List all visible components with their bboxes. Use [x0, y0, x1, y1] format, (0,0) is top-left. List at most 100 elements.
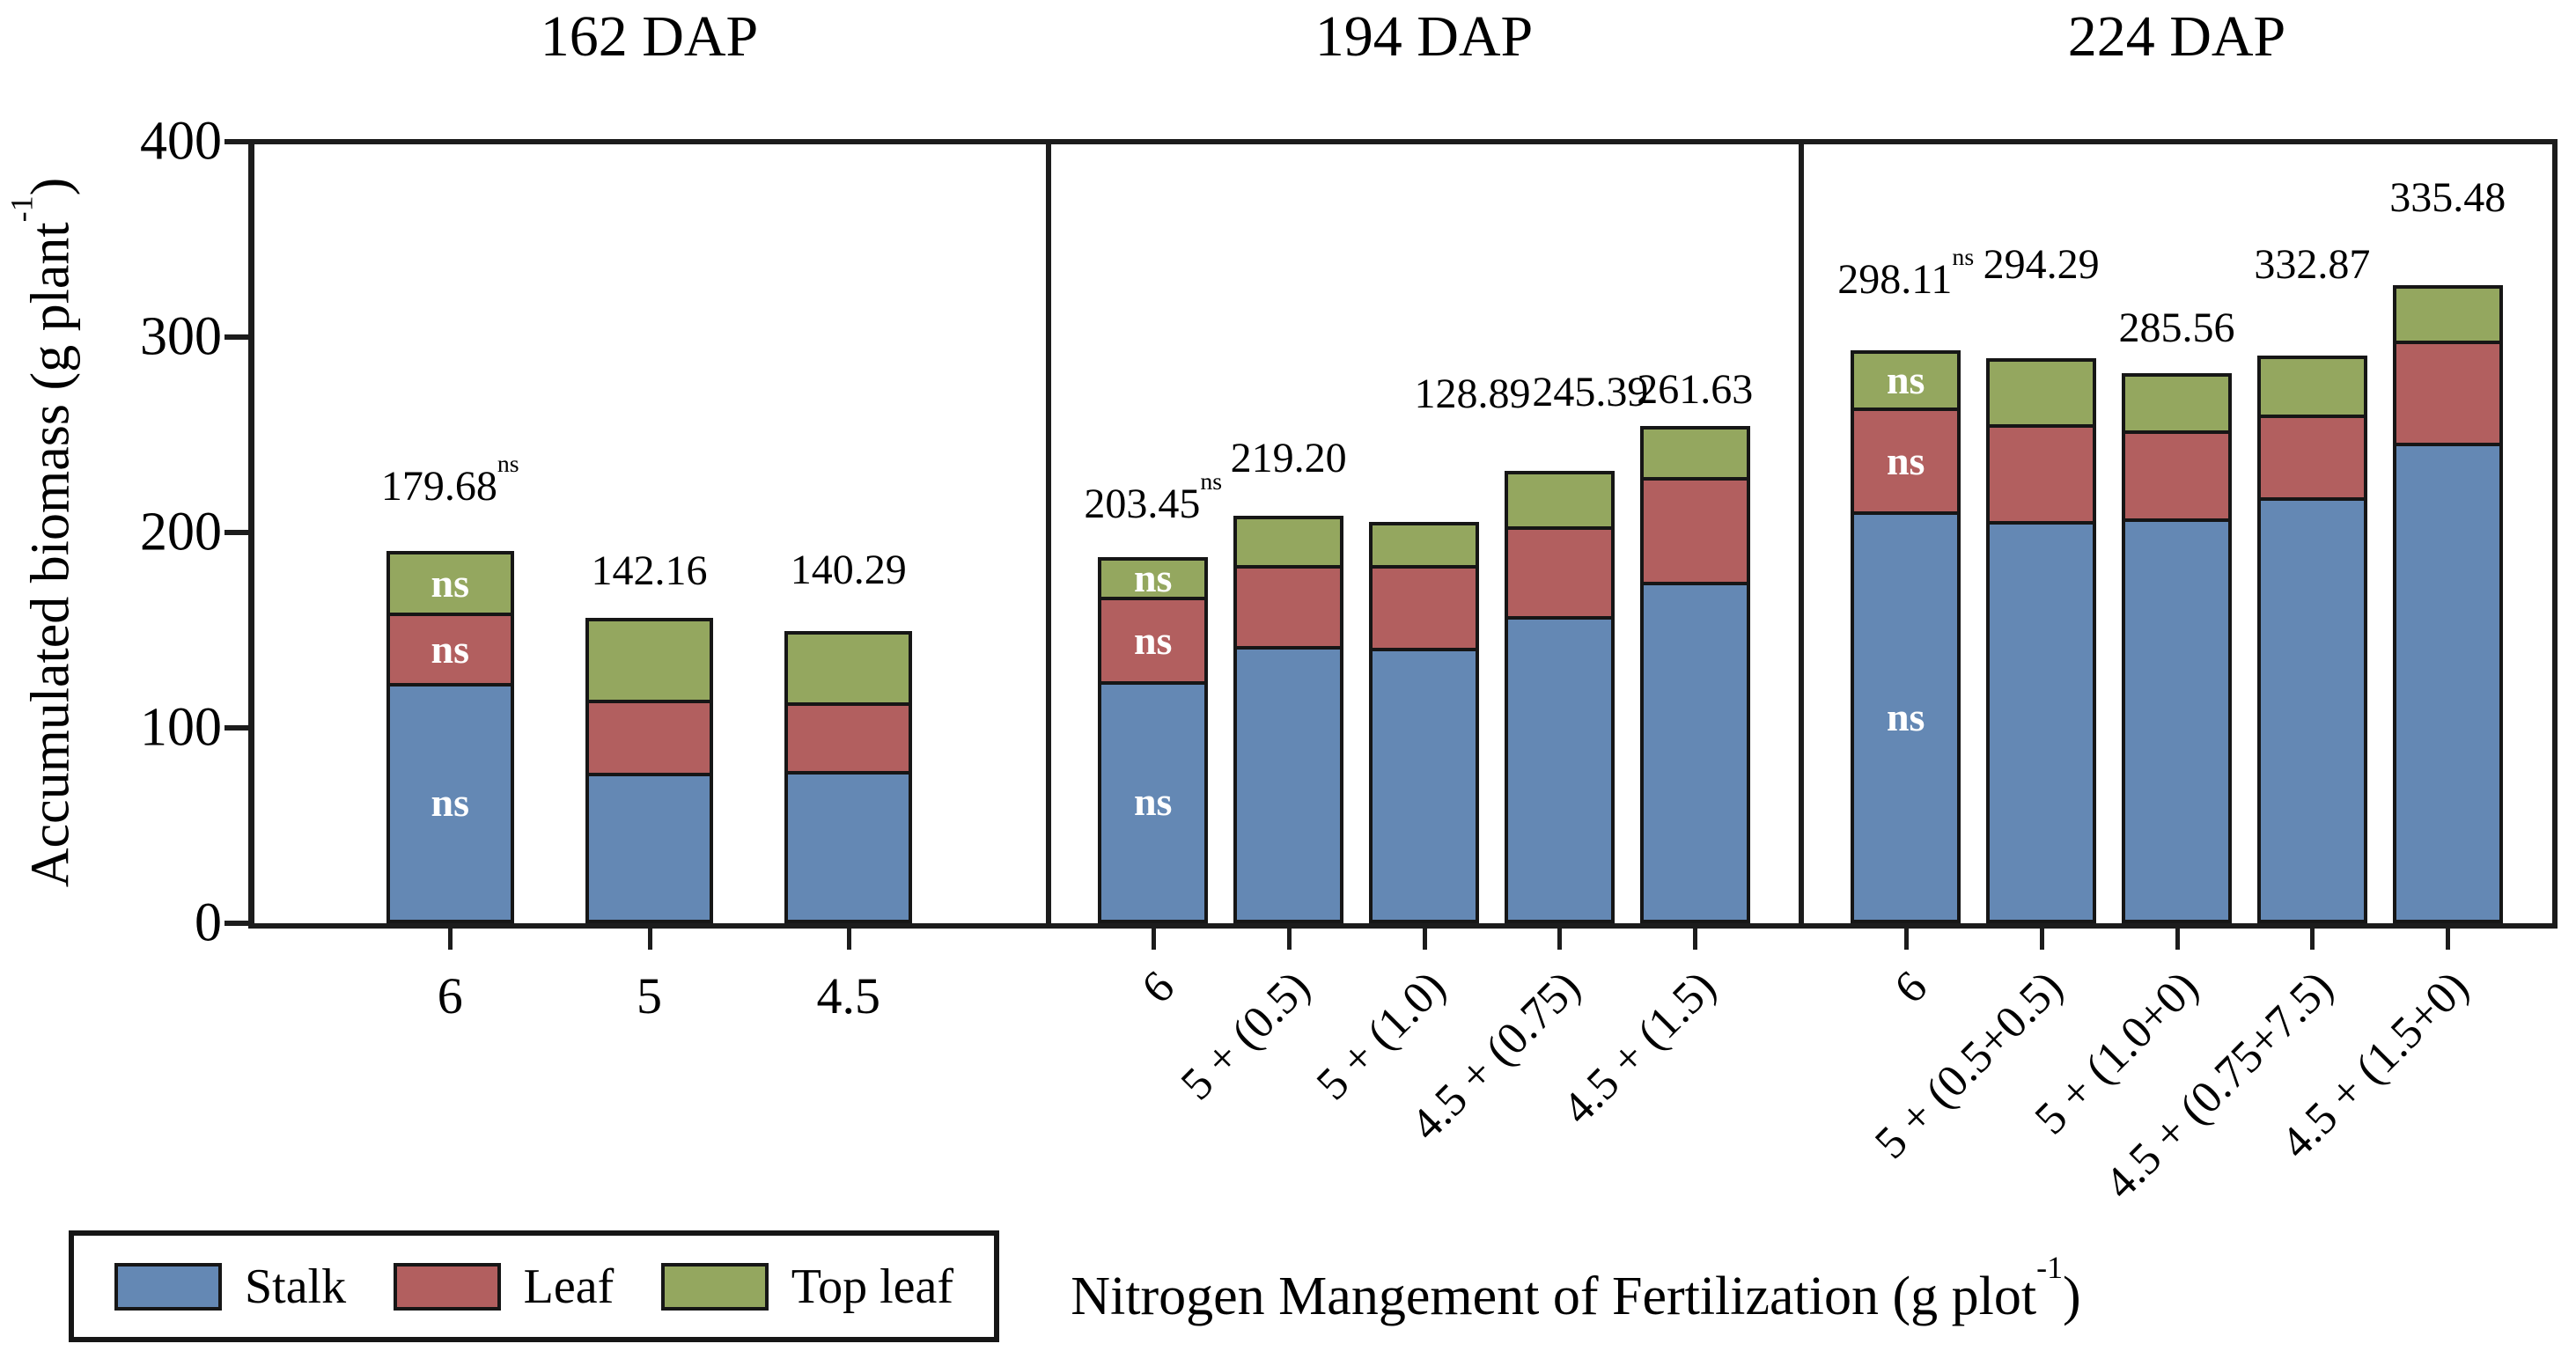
- bar-segment-leaf: [2256, 415, 2367, 502]
- x-tick-mark: [2310, 929, 2315, 950]
- plot-area: ns ns ns 179.68ns 142.16 140.29 ns ns ns 203.45ns…: [251, 142, 2553, 923]
- bar-value-label: 298.11ns: [1837, 244, 1974, 304]
- legend-item: Top leaf: [660, 1259, 953, 1315]
- chart-panel: ns ns ns 203.45ns 219.20 128.89 245.39 261.63: [1048, 142, 1800, 923]
- bar-segment-leaf: [2122, 430, 2232, 523]
- stacked-bar: [2392, 285, 2503, 923]
- bar-segment-leaf: [1369, 565, 1479, 651]
- bar-value-ns-superscript: ns: [1952, 244, 1975, 272]
- segment-ns-label: ns: [1886, 437, 1925, 483]
- stacked-bar: [2256, 356, 2367, 923]
- bar-value-text: 294.29: [1983, 241, 2100, 289]
- y-tick-mark: [224, 139, 251, 144]
- segment-ns-label: ns: [1133, 779, 1173, 825]
- bar-segment-stalk: [585, 773, 713, 923]
- bar-value-label: 140.29: [791, 546, 907, 594]
- bar-value-label: 179.68ns: [380, 451, 519, 510]
- bar-value-ns-superscript: ns: [497, 450, 519, 478]
- x-category-label-text: 5 + (0.5+0.5): [1865, 961, 2072, 1169]
- bar-value-label: 332.87: [2254, 240, 2370, 289]
- stacked-bar: ns ns ns: [1098, 555, 1209, 923]
- bar-value-label: 261.63: [1637, 365, 1753, 414]
- bar-segment-leaf: [585, 700, 713, 777]
- legend-label: Leaf: [523, 1259, 615, 1314]
- bar-value-text: 219.20: [1230, 435, 1347, 482]
- bar-segment-leaf: ns: [1851, 407, 1961, 515]
- bar-segment-stalk: [1986, 520, 2097, 923]
- bar-segment-leaf: [1639, 477, 1750, 585]
- x-tick-mark: [1422, 929, 1427, 950]
- bar-value-text: 179.68: [380, 463, 497, 510]
- segment-ns-label: ns: [1133, 617, 1173, 663]
- bar-segment-top-leaf: ns: [386, 551, 514, 616]
- bar-segment-stalk: [2392, 442, 2503, 923]
- bar-segment-top-leaf: [1369, 522, 1479, 569]
- plot-right-border: [2552, 139, 2558, 929]
- legend-item: Leaf: [393, 1259, 615, 1315]
- bar-value-text: 142.16: [591, 547, 708, 594]
- x-tick-mark: [1286, 929, 1292, 950]
- bar-value-text: 140.29: [790, 547, 907, 594]
- bar-value-text: 332.87: [2254, 241, 2371, 289]
- bar-segment-top-leaf: [2256, 356, 2367, 419]
- bar-segment-top-leaf: [2122, 373, 2232, 435]
- y-tick-mark: [224, 530, 251, 535]
- bar-value-text: 128.89: [1414, 370, 1531, 417]
- x-tick-mark: [1557, 929, 1563, 950]
- y-axis-title-close: ): [20, 177, 81, 196]
- bar-value-label: 203.45ns: [1084, 468, 1222, 528]
- x-tick-mark: [2039, 929, 2044, 950]
- y-tick-label: 100: [140, 697, 222, 758]
- bar-value-text: 261.63: [1637, 366, 1754, 414]
- legend-label: Stalk: [245, 1259, 347, 1314]
- stacked-bar: [784, 631, 913, 923]
- x-axis-title-superscript: -1: [2036, 1249, 2064, 1285]
- segment-ns-label: ns: [1133, 555, 1173, 601]
- panel-title: 224 DAP: [2067, 4, 2286, 69]
- bar-segment-stalk: [1233, 645, 1344, 923]
- x-tick-mark: [1903, 929, 1909, 950]
- y-tick-mark: [224, 921, 251, 926]
- x-category-label-text: 6: [1132, 961, 1184, 1014]
- x-axis-title-close: ): [2063, 1267, 2081, 1326]
- bar-segment-leaf: ns: [1098, 596, 1209, 685]
- bar-segment-leaf: [1233, 565, 1344, 650]
- bar-value-text: 335.48: [2389, 174, 2506, 222]
- x-tick-mark: [2175, 929, 2180, 950]
- legend-swatch-stalk: [114, 1262, 222, 1311]
- bar-value-text: 298.11: [1837, 256, 1953, 304]
- stacked-bar: [1639, 426, 1750, 923]
- stacked-bar: ns ns ns: [1851, 349, 1961, 923]
- legend-label: Top leaf: [791, 1259, 953, 1314]
- bar-segment-leaf: [784, 701, 913, 775]
- y-tick-label: 300: [140, 306, 222, 367]
- y-axis-line: [248, 139, 254, 929]
- x-axis-title: Nitrogen Mangement of Fertilization (g p…: [1071, 1250, 2081, 1328]
- bar-value-label: 245.39: [1532, 368, 1648, 416]
- bar-segment-leaf: [1986, 424, 2097, 525]
- bar-segment-stalk: [2256, 497, 2367, 923]
- x-category-label: 5: [637, 967, 662, 1024]
- x-tick-mark: [448, 929, 453, 950]
- panel-title: 194 DAP: [1314, 4, 1534, 69]
- stacked-bar: [1369, 522, 1479, 923]
- bar-segment-top-leaf: ns: [1851, 349, 1961, 411]
- y-tick-label: 400: [140, 111, 222, 172]
- bar-segment-leaf: [1504, 525, 1615, 620]
- bar-segment-top-leaf: ns: [1098, 555, 1209, 601]
- x-axis-title-text: Nitrogen Mangement of Fertilization (g p…: [1071, 1267, 2037, 1326]
- x-category-label-text: 4.5 + (0.75+7.5): [2095, 961, 2344, 1209]
- stacked-bar: ns ns ns: [386, 551, 514, 923]
- stacked-bar: [1986, 357, 2097, 923]
- bar-value-text: 245.39: [1532, 369, 1649, 416]
- x-tick-mark: [846, 929, 851, 950]
- stacked-bar: [2122, 373, 2232, 923]
- segment-ns-label: ns: [431, 780, 469, 826]
- bar-segment-top-leaf: [2392, 285, 2503, 345]
- panel-title: 162 DAP: [540, 4, 759, 69]
- bar-segment-leaf: ns: [386, 612, 514, 687]
- bar-segment-top-leaf: [1504, 471, 1615, 530]
- x-tick-mark: [1151, 929, 1156, 950]
- bar-value-text: 285.56: [2118, 305, 2235, 352]
